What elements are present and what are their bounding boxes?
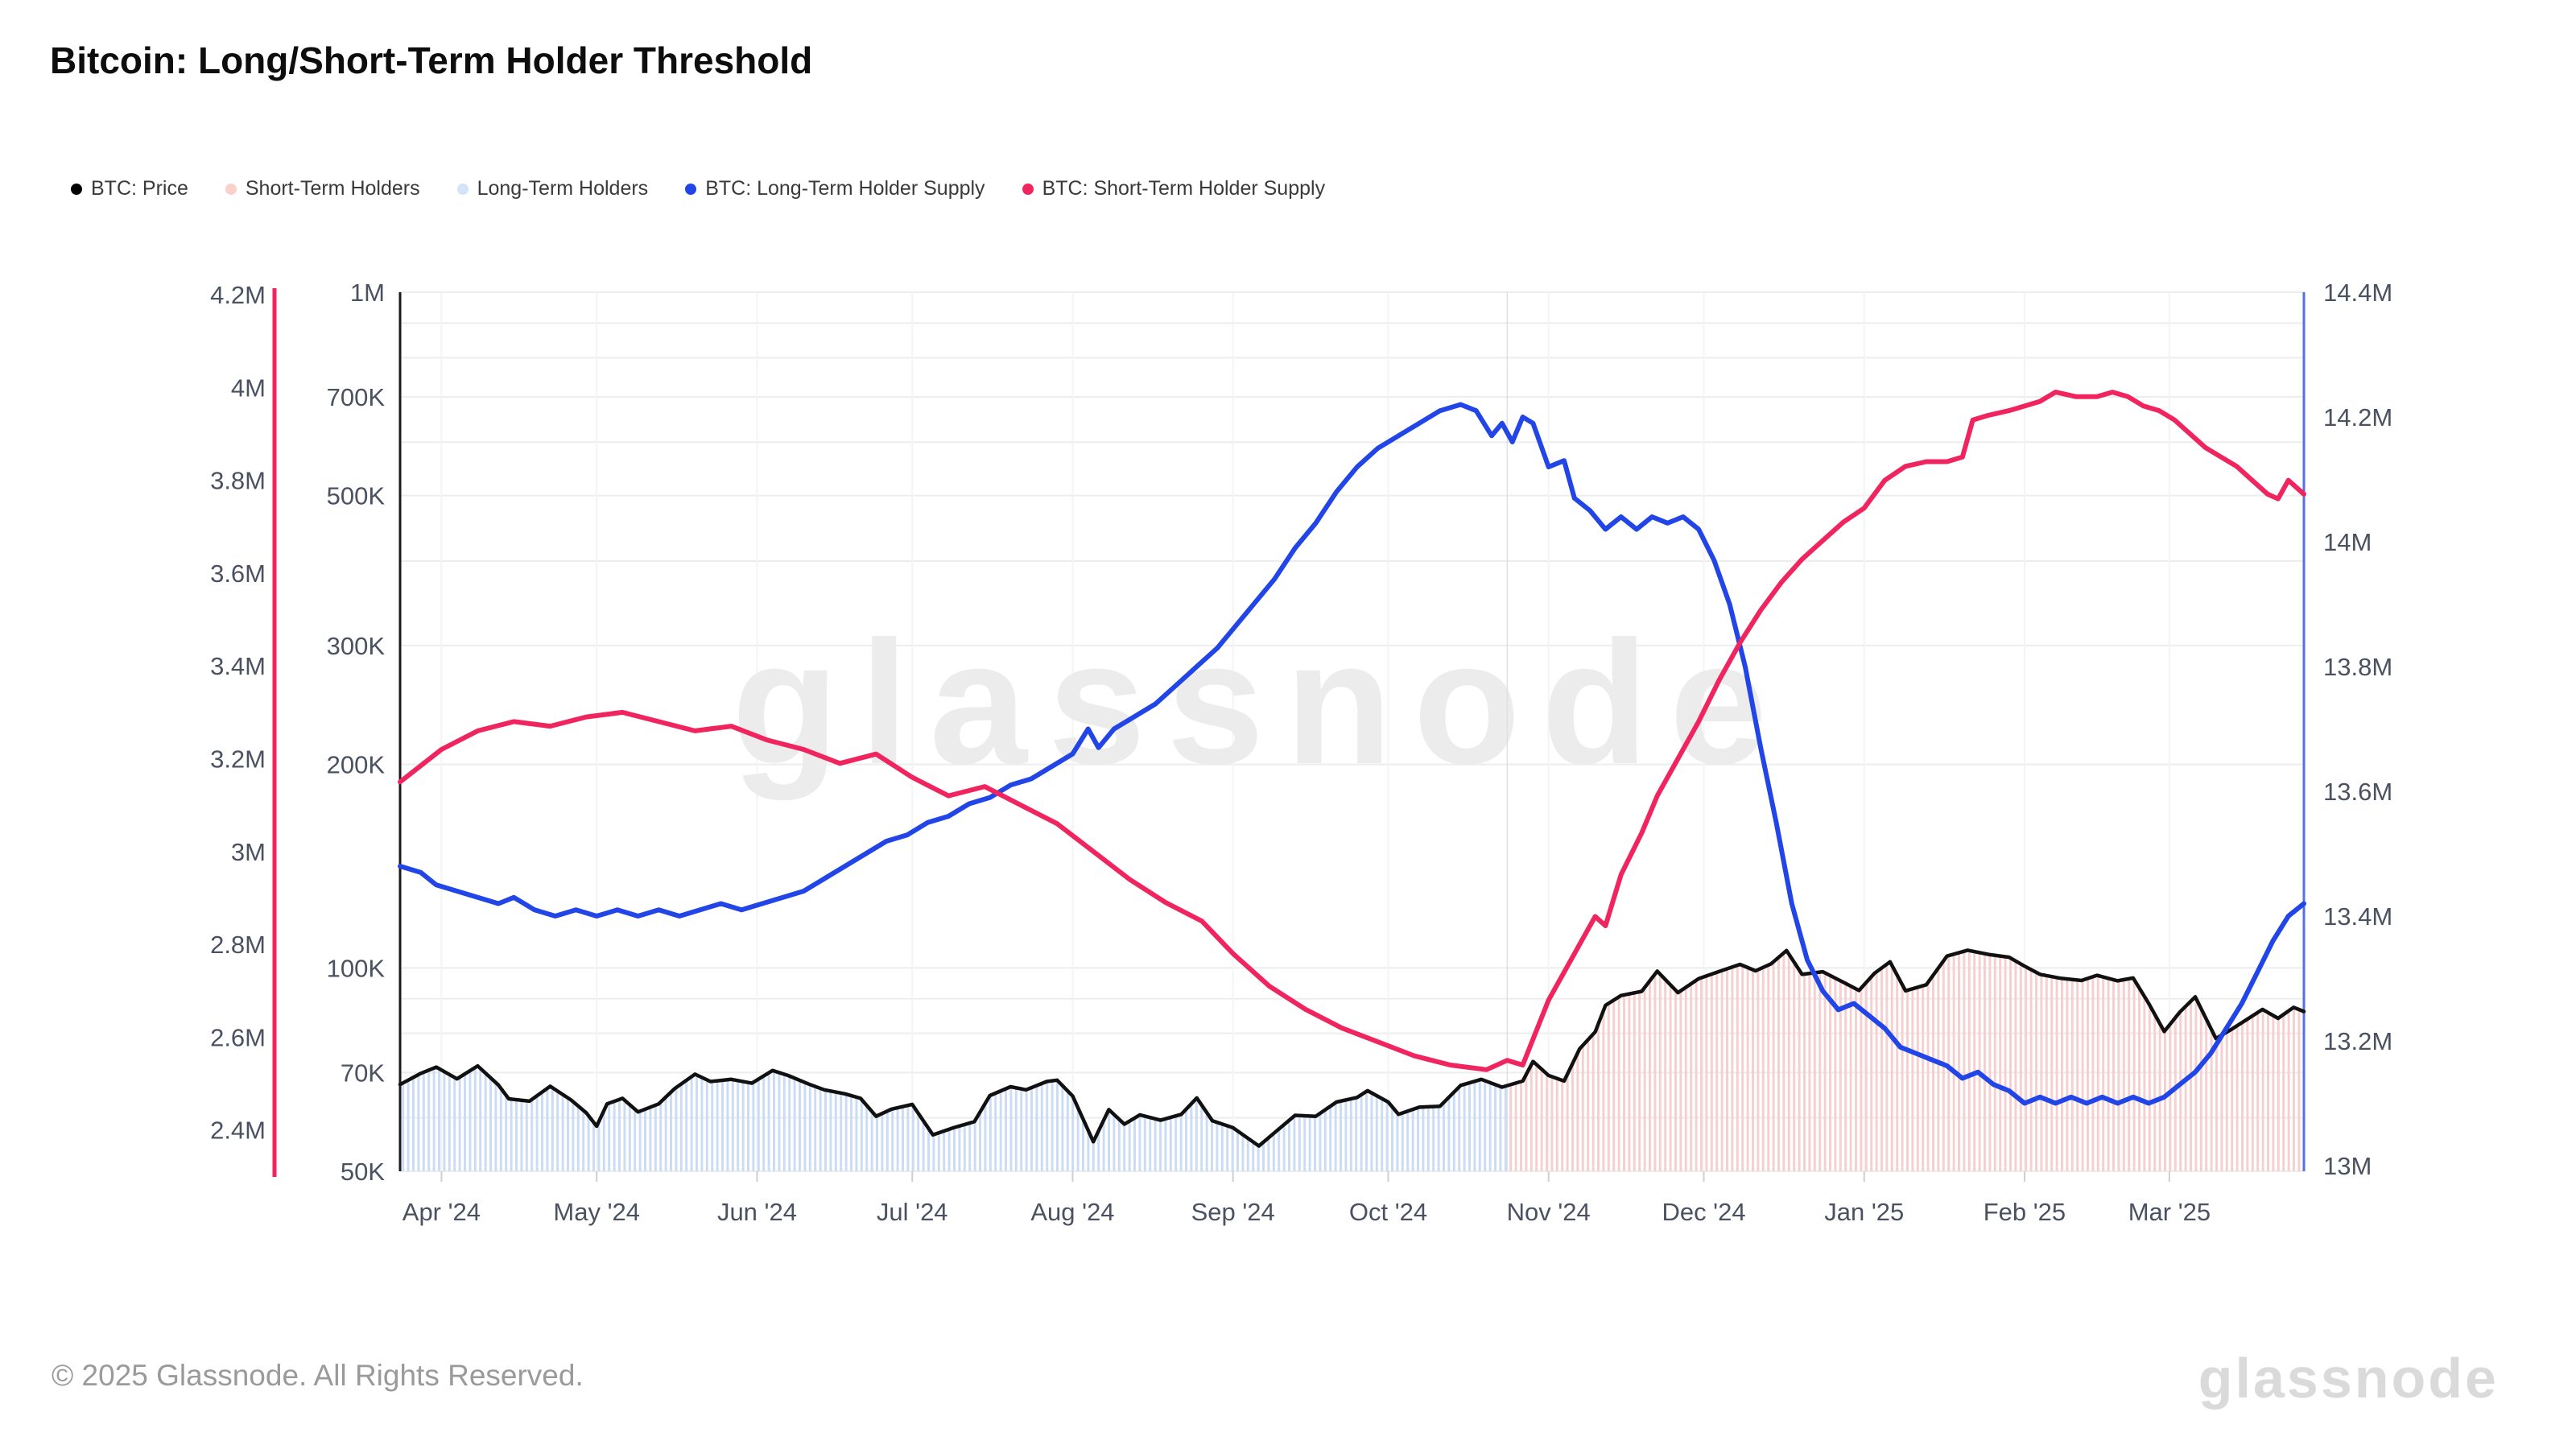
price-axis-label: 70K (341, 1059, 385, 1087)
page-title: Bitcoin: Long/Short-Term Holder Threshol… (50, 39, 813, 81)
legend-item-btc-sth-supply[interactable]: BTC: Short-Term Holder Supply (1022, 177, 1326, 200)
lth-axis-label: 13M (2323, 1152, 2372, 1180)
region-long-term-holders (400, 1066, 1508, 1171)
lth-axis-label: 14.4M (2323, 279, 2392, 307)
x-axis-label: Jan '25 (1824, 1198, 1904, 1226)
sth-axis-label: 2.8M (210, 931, 266, 959)
lth-axis-label: 14.2M (2323, 403, 2392, 431)
x-axis-label: Oct '24 (1349, 1198, 1427, 1226)
price-axis-label: 50K (341, 1158, 385, 1186)
legend-dot-long-term-holders (456, 183, 469, 195)
y-axis-labels: 4.2M 4M 3.8M 3.6M 3.4M 3.2M 3M 2.8M 2.6M 2.4M 1M 70… (210, 279, 2392, 1186)
legend-dot-btc-price (71, 183, 82, 195)
series-line-lth_supply (398, 402, 2306, 1106)
x-axis-label: Dec '24 (1662, 1198, 1745, 1226)
series-line-price (398, 948, 2306, 1148)
x-axis-label: Apr '24 (402, 1198, 481, 1226)
x-axis-label: May '24 (553, 1198, 640, 1226)
legend-label: BTC: Price (91, 177, 188, 200)
legend-label: BTC: Short-Term Holder Supply (1042, 177, 1326, 200)
x-axis-label: Mar '25 (2128, 1198, 2211, 1226)
legend-label: BTC: Long-Term Holder Supply (705, 177, 985, 200)
x-axis-label: Nov '24 (1507, 1198, 1591, 1226)
legend-label: Short-Term Holders (245, 177, 420, 200)
sth-axis-label: 4M (231, 374, 266, 402)
sth-axis-label: 3.4M (210, 652, 266, 680)
legend-item-long-term-holders[interactable]: Long-Term Holders (456, 177, 649, 200)
x-axis-label: Jun '24 (717, 1198, 797, 1226)
legend-dot-btc-sth-supply (1022, 183, 1034, 195)
sth-axis-label: 4.2M (210, 281, 266, 309)
price-axis-label: 500K (327, 482, 386, 510)
x-axis-label: Sep '24 (1191, 1198, 1275, 1226)
legend-item-btc-price[interactable]: BTC: Price (71, 177, 188, 200)
lth-axis-label: 14M (2323, 528, 2372, 556)
legend-label: Long-Term Holders (477, 177, 649, 200)
price-axis-label: 200K (327, 751, 386, 779)
lth-axis-label: 13.6M (2323, 778, 2392, 806)
legend-item-short-term-holders[interactable]: Short-Term Holders (225, 177, 420, 200)
x-axis-label: Feb '25 (1984, 1198, 2066, 1226)
glassnode-logo: glassnode (2198, 1347, 2499, 1410)
region-short-term-holders (1507, 950, 2304, 1171)
x-axis-label: Aug '24 (1030, 1198, 1114, 1226)
x-axis-label: Jul '24 (877, 1198, 948, 1226)
sth-axis-label: 2.6M (210, 1023, 266, 1051)
plot-area[interactable] (400, 292, 2304, 1171)
legend: BTC: Price Short-Term Holders Long-Term Ho… (71, 177, 1325, 200)
lth-axis-label: 13.8M (2323, 653, 2392, 681)
price-axis-label: 100K (327, 954, 386, 982)
sth-axis-label: 3.6M (210, 559, 266, 588)
legend-dot-btc-lth-supply (685, 183, 697, 195)
sth-axis-label: 3.2M (210, 745, 266, 774)
series-line-sth_supply (398, 390, 2306, 1072)
glassnode-watermark: glassnode (732, 605, 1788, 801)
legend-dot-short-term-holders (225, 183, 237, 195)
price-axis-label: 300K (327, 632, 386, 660)
copyright-text: © 2025 Glassnode. All Rights Reserved. (52, 1359, 584, 1392)
lth-axis-label: 13.2M (2323, 1027, 2392, 1055)
grid-months: Apr '24 May '24 Jun '24 Jul '24 Aug '24 Sep '… (402, 292, 2211, 1226)
price-axis-label: 700K (327, 383, 386, 411)
sth-axis-label: 3.8M (210, 467, 266, 495)
legend-item-btc-lth-supply[interactable]: BTC: Long-Term Holder Supply (685, 177, 985, 200)
sth-axis-label: 3M (231, 838, 266, 866)
price-axis-label: 1M (350, 279, 385, 307)
sth-axis-label: 2.4M (210, 1117, 266, 1145)
lth-axis-label: 13.4M (2323, 902, 2392, 931)
